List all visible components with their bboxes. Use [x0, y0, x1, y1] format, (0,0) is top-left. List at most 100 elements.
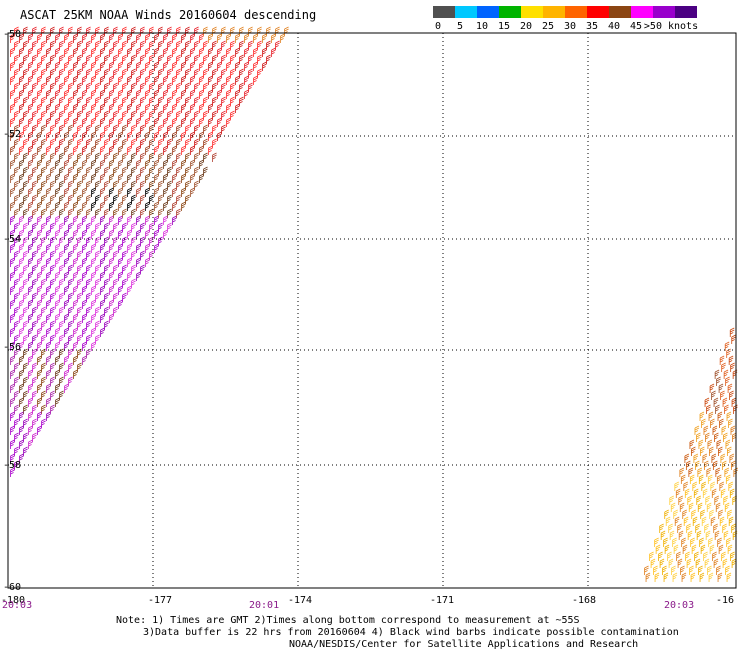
- wind-barb: [19, 355, 24, 365]
- latitude-tick-label: -50: [3, 29, 21, 40]
- wind-barb: [185, 82, 190, 92]
- wind-barb: [59, 264, 64, 274]
- wind-barb: [113, 208, 118, 218]
- wind-barb: [41, 390, 46, 400]
- wind-barb: [28, 173, 33, 183]
- wind-barb: [59, 180, 64, 190]
- wind-barb: [55, 299, 60, 309]
- wind-barb: [14, 82, 19, 92]
- wind-barb: [32, 264, 37, 274]
- wind-barb: [73, 33, 78, 43]
- wind-barb: [95, 54, 100, 64]
- wind-barb: [113, 152, 118, 162]
- wind-barb: [64, 33, 69, 43]
- wind-barb: [194, 166, 199, 176]
- wind-barb: [10, 313, 15, 323]
- wind-barb: [23, 26, 28, 36]
- wind-barb: [28, 61, 33, 71]
- wind-barb: [37, 117, 42, 127]
- wind-barb: [149, 82, 154, 92]
- wind-barb: [208, 47, 213, 57]
- wind-barb: [37, 397, 42, 407]
- wind-barb: [127, 159, 132, 169]
- wind-barb: [118, 229, 123, 239]
- wind-barb: [37, 369, 42, 379]
- wind-barb: [32, 278, 37, 288]
- wind-barb: [46, 341, 51, 351]
- wind-barb: [145, 61, 150, 71]
- wind-barb: [10, 33, 15, 43]
- wind-barb: [176, 124, 181, 134]
- wind-barb: [55, 173, 60, 183]
- wind-barb: [59, 208, 64, 218]
- wind-barb: [176, 208, 181, 218]
- wind-barb: [715, 404, 720, 414]
- wind-barb: [136, 215, 141, 225]
- legend-swatch: [433, 6, 455, 18]
- wind-barb: [104, 82, 109, 92]
- wind-barb: [28, 313, 33, 323]
- wind-barb: [711, 488, 717, 498]
- wind-barb: [136, 145, 141, 155]
- wind-barb: [113, 250, 118, 260]
- wind-barb: [82, 313, 87, 323]
- wind-barb: [91, 201, 96, 211]
- wind-barb: [172, 117, 177, 127]
- wind-barb: [136, 47, 141, 57]
- wind-barb: [710, 481, 715, 491]
- wind-barb: [654, 537, 659, 547]
- wind-barb: [32, 138, 37, 148]
- wind-barb: [68, 26, 73, 36]
- wind-barb: [718, 446, 723, 456]
- wind-barb: [100, 47, 105, 57]
- wind-barb: [64, 215, 69, 225]
- wind-barb: [82, 103, 87, 113]
- wind-barb: [91, 257, 96, 267]
- wind-barb: [68, 334, 73, 344]
- wind-barb: [95, 138, 100, 148]
- wind-barb: [14, 334, 19, 344]
- wind-barb: [154, 61, 159, 71]
- wind-barb: [127, 285, 132, 295]
- wind-barb: [23, 152, 28, 162]
- wind-barb: [109, 243, 114, 253]
- wind-barb: [720, 453, 726, 463]
- wind-barb: [68, 208, 73, 218]
- wind-barb: [41, 110, 46, 120]
- wind-barb: [703, 425, 709, 435]
- wind-barb: [46, 89, 51, 99]
- wind-barb: [113, 26, 118, 36]
- wind-barb: [700, 446, 705, 456]
- wind-barb: [127, 187, 132, 197]
- wind-barb: [104, 124, 109, 134]
- wind-barb: [679, 502, 685, 512]
- wind-barb: [136, 243, 141, 253]
- wind-barb: [104, 292, 109, 302]
- wind-barb: [10, 369, 15, 379]
- wind-barb: [59, 194, 64, 204]
- wind-barb: [203, 26, 208, 36]
- wind-barb: [68, 278, 73, 288]
- wind-barb: [158, 222, 163, 232]
- wind-barb: [19, 341, 24, 351]
- legend-swatch: [609, 6, 631, 18]
- wind-barb: [91, 75, 96, 85]
- wind-barb: [154, 131, 159, 141]
- wind-barb: [50, 320, 55, 330]
- wind-barb: [32, 250, 37, 260]
- legend-swatch: [675, 6, 697, 18]
- wind-barb: [127, 173, 132, 183]
- wind-barb: [158, 124, 163, 134]
- wind-barb: [730, 362, 735, 372]
- wind-barb: [670, 502, 676, 512]
- wind-barb: [10, 187, 15, 197]
- wind-barb: [46, 397, 51, 407]
- wind-barb: [73, 187, 78, 197]
- wind-barb: [109, 47, 114, 57]
- wind-barb: [14, 110, 19, 120]
- wind-barb: [140, 208, 145, 218]
- wind-barb: [697, 467, 703, 477]
- legend-label: 20: [519, 21, 533, 32]
- wind-barb: [163, 187, 168, 197]
- wind-barb: [23, 68, 28, 78]
